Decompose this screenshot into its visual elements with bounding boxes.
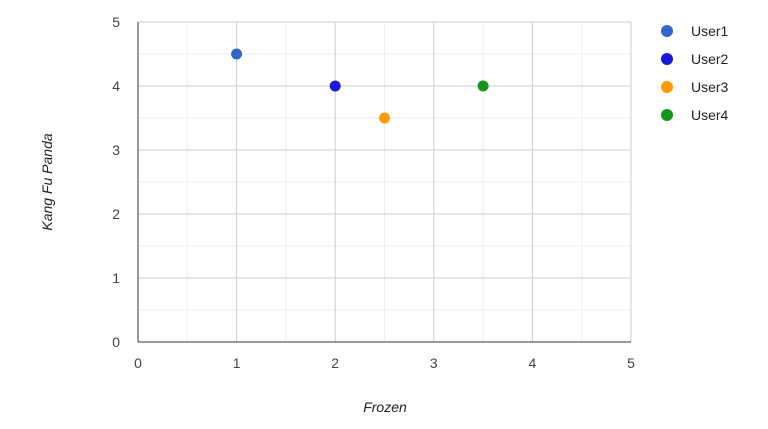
legend-label-user1: User1 bbox=[691, 23, 729, 39]
legend-label-user3: User3 bbox=[691, 79, 729, 95]
x-tick-label: 2 bbox=[331, 355, 339, 371]
legend-marker-user4 bbox=[661, 109, 673, 121]
x-tick-labels: 0 1 2 3 4 5 bbox=[134, 355, 635, 371]
legend-label-user2: User2 bbox=[691, 51, 729, 67]
x-tick-label: 1 bbox=[233, 355, 241, 371]
legend: User1 User2 User3 User4 bbox=[661, 23, 729, 123]
data-points bbox=[231, 48, 489, 124]
legend-marker-user2 bbox=[661, 53, 673, 65]
x-axis-title: Frozen bbox=[363, 399, 407, 415]
data-point-user4[interactable] bbox=[477, 80, 489, 92]
x-tick-label: 4 bbox=[529, 355, 537, 371]
x-tick-label: 3 bbox=[430, 355, 438, 371]
y-tick-label: 3 bbox=[112, 142, 120, 158]
x-tick-label: 0 bbox=[134, 355, 142, 371]
data-point-user3[interactable] bbox=[379, 112, 390, 124]
data-point-user1[interactable] bbox=[231, 48, 243, 60]
x-tick-label: 5 bbox=[627, 355, 635, 371]
legend-label-user4: User4 bbox=[691, 107, 729, 123]
y-tick-label: 4 bbox=[112, 78, 120, 94]
legend-marker-user1 bbox=[661, 25, 673, 37]
y-axis-title: Kang Fu Panda bbox=[39, 133, 55, 231]
y-tick-label: 2 bbox=[112, 206, 120, 222]
data-point-user2[interactable] bbox=[329, 80, 341, 92]
axes bbox=[137, 22, 631, 343]
legend-marker-user3 bbox=[661, 81, 673, 93]
y-tick-label: 0 bbox=[112, 334, 120, 350]
minor-grid bbox=[138, 22, 631, 342]
major-grid bbox=[138, 21, 632, 342]
y-tick-label: 1 bbox=[112, 270, 120, 286]
y-tick-labels: 0 1 2 3 4 5 bbox=[112, 14, 120, 350]
y-tick-label: 5 bbox=[112, 14, 120, 30]
